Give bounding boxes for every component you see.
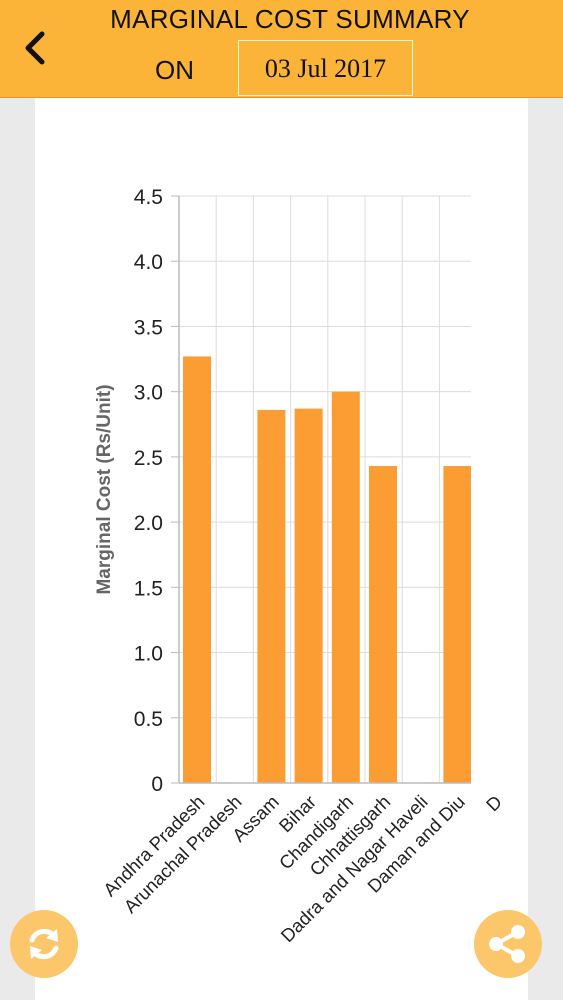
y-axis-label: Marginal Cost (Rs/Unit): [94, 384, 115, 594]
share-button[interactable]: [474, 910, 542, 978]
bar: [331, 391, 360, 783]
bar: [369, 466, 397, 783]
y-tick-label: 2.5: [134, 447, 163, 470]
bar: [183, 356, 211, 783]
chart-card: 0 0.5 1.0 1.5 2.0 2.5 3.0 3.5 4.0 4.5 Andhra Prad…: [35, 98, 528, 1000]
share-icon: [489, 925, 525, 963]
page-title: MARGINAL COST SUMMARY: [110, 4, 470, 34]
refresh-icon: [29, 928, 59, 960]
y-tick-label: 3.0: [134, 382, 163, 405]
y-tick-label: 1.0: [134, 643, 163, 666]
bar: [294, 408, 323, 783]
bar-chart: 0 0.5 1.0 1.5 2.0 2.5 3.0 3.5 4.0 4.5 Andhra Prad…: [94, 186, 506, 946]
y-tick-label: 0.5: [134, 708, 163, 731]
back-button[interactable]: [18, 28, 52, 68]
chevron-left-icon: [25, 31, 45, 65]
chart-axes: [178, 196, 471, 784]
bar: [443, 466, 471, 783]
y-tick-label: 0: [151, 773, 163, 796]
date-picker[interactable]: 03 Jul 2017: [238, 40, 413, 96]
on-label: ON: [155, 55, 194, 85]
y-tick-labels: 0 0.5 1.0 1.5 2.0 2.5 3.0 3.5 4.0 4.5: [134, 186, 163, 796]
app-header: MARGINAL COST SUMMARY ON 03 Jul 2017: [0, 0, 563, 98]
x-tick-label: D: [482, 791, 506, 815]
y-tick-label: 3.5: [134, 316, 163, 339]
y-tick-label: 4.5: [134, 186, 163, 209]
chart-bars: [183, 356, 471, 783]
y-tick-label: 4.0: [134, 251, 163, 274]
y-tick-label: 2.0: [134, 512, 163, 535]
bar: [257, 409, 286, 783]
y-tick-label: 1.5: [134, 577, 163, 600]
refresh-button[interactable]: [10, 910, 78, 978]
